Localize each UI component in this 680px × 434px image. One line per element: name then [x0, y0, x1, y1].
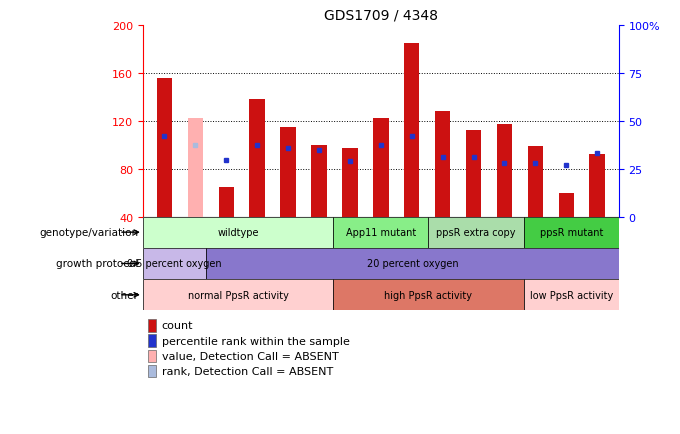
- Text: rank, Detection Call = ABSENT: rank, Detection Call = ABSENT: [162, 366, 333, 376]
- Bar: [435, 112, 450, 217]
- Bar: [280, 128, 296, 217]
- Bar: [148, 350, 156, 362]
- Bar: [148, 319, 156, 332]
- Bar: [373, 119, 388, 217]
- Bar: [250, 100, 265, 217]
- Bar: [148, 335, 156, 347]
- Bar: [218, 187, 234, 217]
- Text: percentile rank within the sample: percentile rank within the sample: [162, 336, 350, 346]
- Text: normal PpsR activity: normal PpsR activity: [188, 290, 288, 300]
- Bar: [524, 279, 619, 311]
- Bar: [311, 145, 326, 217]
- Text: ppsR mutant: ppsR mutant: [539, 228, 603, 237]
- Bar: [496, 125, 512, 217]
- Bar: [143, 248, 206, 279]
- Text: value, Detection Call = ABSENT: value, Detection Call = ABSENT: [162, 351, 339, 361]
- Bar: [143, 217, 333, 248]
- Bar: [148, 365, 156, 378]
- Text: wildtype: wildtype: [217, 228, 259, 237]
- Bar: [143, 279, 333, 311]
- Bar: [558, 193, 574, 217]
- Text: genotype/variation: genotype/variation: [39, 228, 138, 237]
- Bar: [333, 279, 524, 311]
- Bar: [188, 119, 203, 217]
- Title: GDS1709 / 4348: GDS1709 / 4348: [324, 8, 438, 22]
- Text: App11 mutant: App11 mutant: [345, 228, 416, 237]
- Bar: [333, 217, 428, 248]
- Bar: [524, 217, 619, 248]
- Bar: [466, 131, 481, 217]
- Text: 0.5 percent oxygen: 0.5 percent oxygen: [127, 259, 222, 269]
- Text: count: count: [162, 321, 193, 330]
- Text: other: other: [110, 290, 138, 300]
- Text: high PpsR activity: high PpsR activity: [384, 290, 473, 300]
- Text: 20 percent oxygen: 20 percent oxygen: [367, 259, 458, 269]
- Bar: [342, 149, 358, 217]
- Bar: [404, 44, 420, 217]
- Text: growth protocol: growth protocol: [56, 259, 138, 269]
- Bar: [528, 147, 543, 217]
- Text: low PpsR activity: low PpsR activity: [530, 290, 613, 300]
- Bar: [156, 79, 172, 217]
- Bar: [590, 155, 605, 217]
- Bar: [206, 248, 619, 279]
- Text: ppsR extra copy: ppsR extra copy: [437, 228, 515, 237]
- Bar: [428, 217, 524, 248]
